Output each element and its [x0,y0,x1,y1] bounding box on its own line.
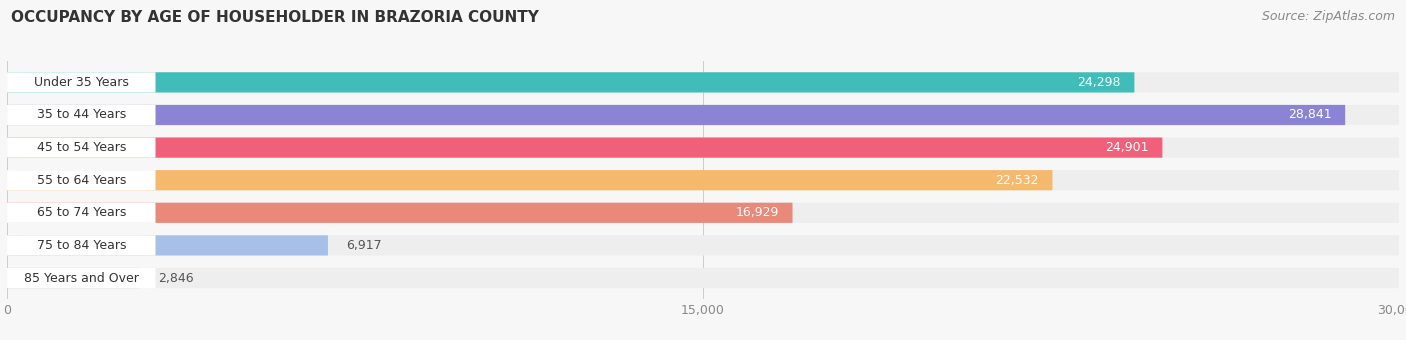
FancyBboxPatch shape [7,72,156,92]
FancyBboxPatch shape [7,137,1163,158]
Text: 55 to 64 Years: 55 to 64 Years [37,174,127,187]
Text: 2,846: 2,846 [157,272,193,285]
Text: Under 35 Years: Under 35 Years [34,76,129,89]
FancyBboxPatch shape [7,72,1399,92]
FancyBboxPatch shape [7,170,1053,190]
FancyBboxPatch shape [7,235,1399,256]
FancyBboxPatch shape [7,105,1346,125]
Text: 85 Years and Over: 85 Years and Over [24,272,139,285]
Text: 35 to 44 Years: 35 to 44 Years [37,108,127,121]
FancyBboxPatch shape [7,72,1135,92]
Text: OCCUPANCY BY AGE OF HOUSEHOLDER IN BRAZORIA COUNTY: OCCUPANCY BY AGE OF HOUSEHOLDER IN BRAZO… [11,10,538,25]
Text: 6,917: 6,917 [346,239,382,252]
FancyBboxPatch shape [7,170,156,190]
FancyBboxPatch shape [7,105,156,125]
FancyBboxPatch shape [7,203,793,223]
Text: Source: ZipAtlas.com: Source: ZipAtlas.com [1261,10,1395,23]
FancyBboxPatch shape [7,235,156,256]
FancyBboxPatch shape [7,268,139,288]
FancyBboxPatch shape [7,235,328,256]
Text: 45 to 54 Years: 45 to 54 Years [37,141,127,154]
FancyBboxPatch shape [7,203,1399,223]
Text: 16,929: 16,929 [735,206,779,219]
Text: 65 to 74 Years: 65 to 74 Years [37,206,127,219]
Text: 24,901: 24,901 [1105,141,1149,154]
Text: 75 to 84 Years: 75 to 84 Years [37,239,127,252]
Text: 24,298: 24,298 [1077,76,1121,89]
Text: 28,841: 28,841 [1288,108,1331,121]
FancyBboxPatch shape [7,170,1399,190]
FancyBboxPatch shape [7,268,1399,288]
FancyBboxPatch shape [7,203,156,223]
FancyBboxPatch shape [7,105,1399,125]
FancyBboxPatch shape [7,137,156,158]
FancyBboxPatch shape [7,137,1399,158]
FancyBboxPatch shape [7,268,156,288]
Text: 22,532: 22,532 [995,174,1039,187]
